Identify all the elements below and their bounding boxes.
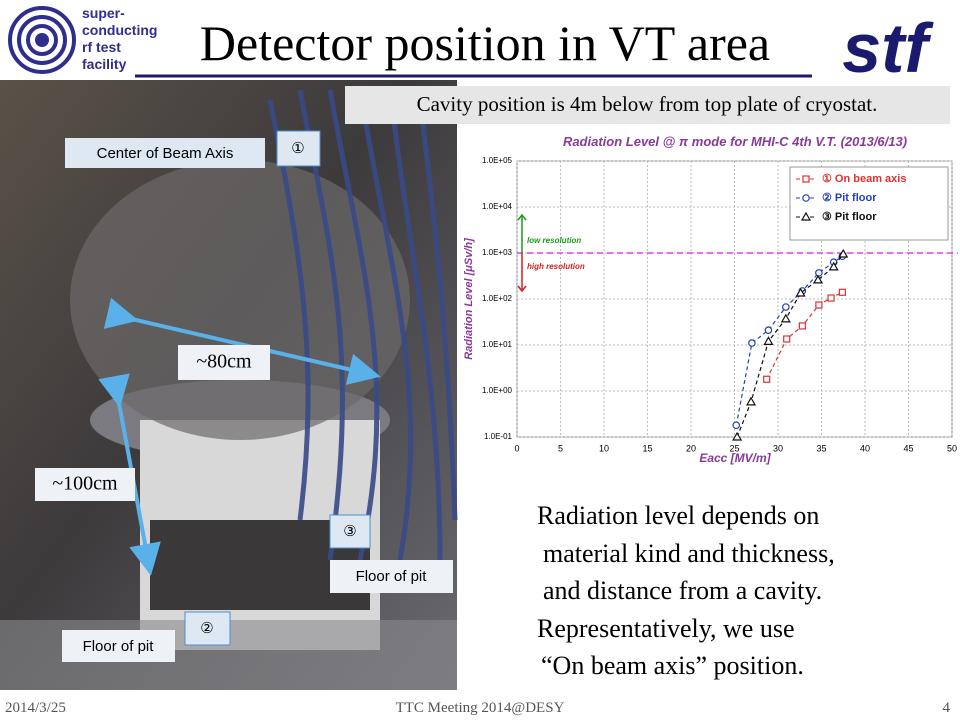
photo-label: ③	[343, 523, 356, 540]
x-tick-label: 45	[903, 443, 913, 453]
x-axis-label: Eacc [MV/m]	[699, 451, 771, 465]
note-box	[345, 86, 950, 124]
x-tick-label: 5	[558, 443, 563, 453]
legend-box	[789, 166, 949, 241]
data-point	[815, 269, 823, 277]
data-point	[827, 294, 835, 302]
data-point	[764, 326, 773, 334]
photo-label: Floor of pit	[356, 568, 428, 585]
y-axis-label: Radiation Level [μSv/h]	[463, 238, 475, 360]
x-tick-label: 25	[729, 443, 739, 453]
x-tick-label: 10	[599, 443, 609, 453]
footer-event: TTC Meeting 2014@DESY	[396, 700, 565, 716]
data-point	[732, 431, 743, 441]
y-tick-label: 1.0E+03	[482, 248, 513, 257]
y-tick-label: 1.0E+00	[482, 386, 513, 395]
annotation: high resolution	[527, 262, 585, 271]
legend-label: ② Pit floor	[822, 192, 877, 204]
body-text: and distance from a cavity.	[543, 576, 822, 605]
x-tick-label: 40	[860, 443, 870, 453]
chart-title: Radiation Level @ π mode for MHI-C 4th V…	[563, 134, 907, 149]
legend-marker	[800, 211, 812, 221]
data-point	[838, 248, 849, 258]
logo-text: super-	[82, 5, 125, 21]
logo-rings	[8, 6, 76, 74]
photo-label: ①	[291, 140, 304, 157]
body-text: Representatively, we use	[537, 614, 795, 643]
data-point	[732, 421, 741, 430]
data-point	[780, 313, 791, 323]
logo-text: rf test	[82, 39, 121, 55]
slide-title: Detector position in VT area	[200, 15, 770, 71]
note: Cavity position is 4m below from top pla…	[417, 92, 878, 116]
photo-labels: Center of Beam Axis ① ~80cm ~100cm ③ Flo…	[35, 130, 453, 662]
data-point	[782, 303, 790, 311]
data-point	[838, 288, 846, 296]
x-tick-label: 50	[947, 443, 957, 453]
data-point	[815, 301, 823, 309]
y-tick-label: 1.0E+01	[482, 340, 513, 349]
logo-text: conducting	[82, 22, 157, 38]
x-tick-label: 0	[514, 443, 519, 453]
x-tick-label: 35	[816, 443, 826, 453]
data-point	[795, 287, 806, 297]
photo-label: ②	[200, 620, 213, 637]
annotation-arrowhead	[517, 213, 527, 221]
data-point	[783, 335, 791, 343]
y-tick-label: 1.0E+05	[482, 156, 513, 165]
x-tick-label: 15	[642, 443, 652, 453]
stf-logo: stf	[842, 9, 934, 87]
photo-label: Floor of pit	[83, 638, 155, 655]
y-tick-label: 1.0E+02	[482, 294, 513, 303]
y-tick-label: 1.0E-01	[484, 432, 513, 441]
body-text: material kind and thickness,	[543, 539, 835, 568]
data-point	[763, 375, 771, 383]
photo-label: ~100cm	[52, 473, 118, 495]
data-point	[748, 339, 756, 347]
body-text: Radiation level depends on	[537, 501, 819, 530]
footer-date: 2014/3/25	[5, 700, 66, 716]
legend-marker	[802, 194, 810, 202]
legend-label: ③ Pit floor	[822, 211, 877, 223]
photo-label: ~80cm	[196, 351, 252, 373]
x-tick-label: 30	[773, 443, 783, 453]
data-point	[812, 274, 824, 284]
photo-label: Center of Beam Axis	[97, 145, 234, 162]
legend-label: ① On beam axis	[822, 173, 906, 185]
annotation: low resolution	[527, 236, 581, 245]
data-point	[798, 322, 806, 330]
data-point	[763, 336, 774, 345]
body-text: “On beam axis” position.	[541, 651, 804, 680]
data-point	[828, 261, 839, 271]
data-point	[745, 396, 757, 406]
chart: Radiation Level @ π mode for MHI-C 4th V…	[463, 134, 958, 465]
logo-text: facility	[82, 56, 127, 72]
footer-page: 4	[943, 700, 951, 716]
y-tick-label: 1.0E+04	[482, 202, 513, 211]
x-tick-label: 20	[686, 443, 696, 453]
annotation-arrowhead	[517, 285, 527, 293]
legend-marker	[802, 175, 810, 183]
